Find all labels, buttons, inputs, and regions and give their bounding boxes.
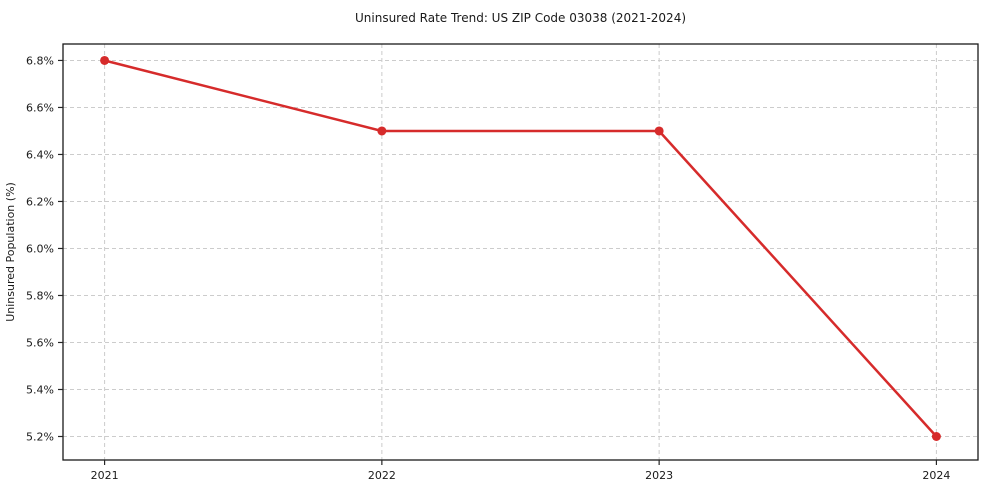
data-point-marker: [377, 126, 387, 136]
y-tick-label: 6.8%: [26, 54, 54, 67]
trend-line: [103, 59, 938, 438]
y-tick-label: 5.6%: [26, 336, 54, 349]
y-tick-label: 6.4%: [26, 148, 54, 161]
data-point-marker: [654, 126, 664, 136]
y-tick-label: 6.2%: [26, 195, 54, 208]
plot-border: [62, 43, 979, 461]
y-tick-label: 5.4%: [26, 383, 54, 396]
y-tick-label: 6.6%: [26, 101, 54, 114]
y-tick-label: 5.8%: [26, 289, 54, 302]
x-tick-label: 2023: [645, 469, 673, 482]
x-tick-label: 2022: [368, 469, 396, 482]
x-tick-label: 2024: [922, 469, 950, 482]
data-point-marker: [931, 431, 941, 441]
y-axis-label: Uninsured Population (%): [4, 182, 17, 322]
x-tick-label: 2021: [91, 469, 119, 482]
chart-title: Uninsured Rate Trend: US ZIP Code 03038 …: [355, 11, 686, 25]
y-tick-label: 6.0%: [26, 242, 54, 255]
data-point-marker: [100, 55, 110, 65]
y-tick-label: 5.2%: [26, 430, 54, 443]
